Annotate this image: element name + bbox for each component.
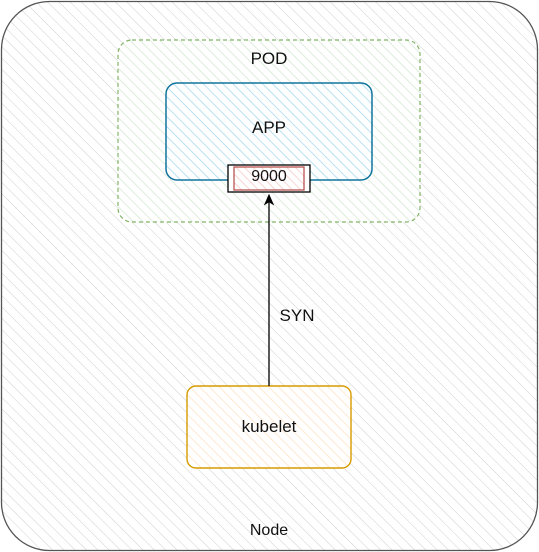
- kubelet-label: kubelet: [241, 417, 297, 436]
- app-box: [165, 82, 373, 181]
- syn-label: SYN: [279, 306, 315, 325]
- pod-label: POD: [250, 49, 288, 68]
- kubelet-box: [186, 385, 352, 469]
- port-box: [227, 164, 311, 193]
- port-label: 9000: [251, 168, 287, 185]
- app-label: APP: [251, 118, 287, 137]
- node-label: Node: [249, 522, 289, 539]
